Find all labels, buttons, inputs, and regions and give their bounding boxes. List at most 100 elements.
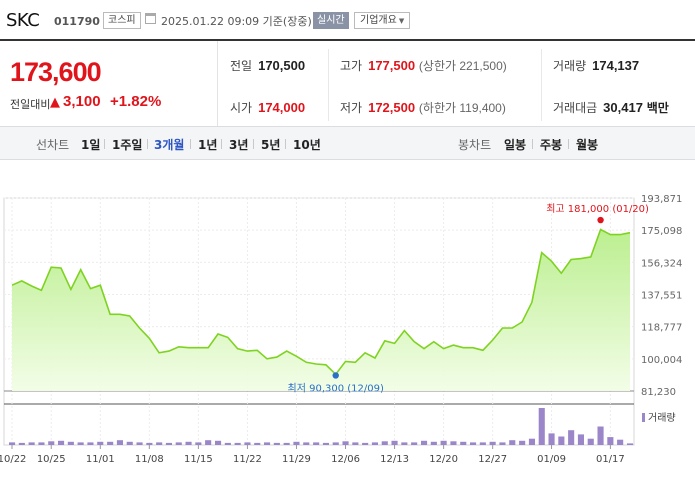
volume-bar: [67, 441, 74, 445]
volume-bar: [185, 441, 192, 445]
price-chart[interactable]: 193,871 175,098 156,324 137,551 118,777 100,0…: [0, 160, 695, 481]
volume-bar: [548, 433, 555, 445]
volume-bar: [283, 442, 290, 445]
lower-limit: (하한가 119,400): [418, 101, 506, 115]
tab-1-week[interactable]: 1주일: [112, 138, 143, 152]
trade-value-label: 거래대금: [553, 101, 598, 115]
volume-bar: [254, 442, 261, 445]
volume-bar: [470, 442, 477, 445]
volume-bar: [126, 441, 133, 445]
volume-bar: [322, 442, 329, 445]
tab-3-years[interactable]: 3년: [229, 138, 249, 152]
prev-close-stat: 전일 170,500: [230, 57, 305, 74]
x-tick-label: 11/08: [135, 454, 164, 465]
change-amount: 3,100: [63, 93, 101, 110]
price-summary: 173,600 전일대비 ▲ 3,100 +1.82% 전일 170,500 시가…: [0, 39, 695, 128]
x-tick-label: 01/17: [596, 454, 625, 465]
volume-bar: [146, 442, 153, 445]
x-tick-label: 10/25: [37, 454, 66, 465]
x-tick-label: 11/15: [184, 454, 213, 465]
volume-bar: [77, 442, 84, 445]
tab-separator: [285, 139, 286, 149]
price-line: [11, 228, 631, 376]
high-value: 177,500: [368, 58, 416, 73]
change-rate: +1.82%: [110, 93, 162, 110]
volume-bar: [430, 441, 437, 445]
company-overview-button[interactable]: 기업개요 ▼: [354, 12, 411, 29]
volume-bar: [116, 440, 123, 445]
volume-value: 174,137: [592, 58, 640, 73]
volume-bar: [175, 442, 182, 445]
volume-stat: 거래량 174,137: [553, 57, 639, 74]
company-overview-label: 기업개요: [360, 15, 397, 26]
volume-bar: [421, 440, 428, 445]
low-label: 저가: [340, 101, 363, 115]
x-tick-label: 12/27: [478, 454, 507, 465]
tab-daily-candle[interactable]: 일봉: [504, 138, 527, 152]
price-area: [12, 229, 630, 391]
calendar-icon: [145, 13, 156, 24]
tab-10-years[interactable]: 10년: [293, 138, 321, 152]
volume-bar: [391, 440, 398, 445]
volume-bar: [234, 442, 241, 445]
volume-bar: [587, 438, 594, 445]
candle-chart-title: 봉차트: [458, 138, 492, 152]
column-divider: [328, 49, 329, 121]
as-of-timestamp: 2025.01.22 09:09 기준(장중): [161, 15, 312, 28]
volume-bar: [617, 439, 624, 445]
chevron-down-icon: ▼: [398, 17, 405, 25]
change-label: 전일대비: [10, 98, 51, 111]
y-tick-label: 175,098: [641, 226, 682, 237]
tab-separator: [532, 139, 533, 149]
x-tick-label: 10/22: [0, 454, 26, 465]
open-stat: 시가 174,000: [230, 99, 305, 116]
volume-bar: [97, 441, 104, 445]
up-arrow-icon: ▲: [50, 95, 60, 110]
column-divider: [541, 49, 542, 121]
volume-bar: [293, 441, 300, 445]
volume-bar: [303, 442, 310, 445]
volume-bar: [607, 437, 614, 445]
volume-bar: [205, 440, 212, 445]
tab-separator: [221, 139, 222, 149]
volume-bar: [479, 442, 486, 445]
x-tick-label: 12/06: [331, 454, 360, 465]
tab-3-months[interactable]: 3개월: [154, 138, 185, 152]
volume-bar: [411, 442, 418, 445]
volume-bar: [58, 440, 65, 445]
volume-bar: [107, 441, 114, 445]
volume-bar: [597, 426, 604, 445]
open-label: 시가: [230, 101, 253, 115]
high-stat: 고가 177,500 (상한가 221,500): [340, 57, 507, 74]
tab-1-day[interactable]: 1일: [81, 138, 101, 152]
x-tick-label: 11/22: [233, 454, 262, 465]
volume-bar: [273, 442, 280, 445]
tab-5-years[interactable]: 5년: [261, 138, 281, 152]
market-badge: 코스피: [103, 12, 141, 29]
tab-1-year[interactable]: 1년: [198, 138, 218, 152]
volume-bar: [165, 442, 172, 445]
tab-monthly-candle[interactable]: 월봉: [576, 138, 599, 152]
volume-bar: [460, 441, 467, 445]
volume-bar: [264, 442, 271, 445]
volume-legend-swatch: [642, 413, 645, 422]
volume-bar: [381, 441, 388, 445]
volume-bar: [499, 442, 506, 445]
volume-bar: [244, 442, 251, 445]
open-value: 174,000: [258, 100, 306, 115]
volume-bar: [489, 441, 496, 445]
low-stat: 저가 172,500 (하한가 119,400): [340, 99, 506, 116]
volume-bar: [313, 442, 320, 445]
high-label: 고가: [340, 59, 363, 73]
volume-bar: [538, 408, 545, 445]
volume-bar: [352, 442, 359, 445]
high-label: 최고 181,000 (01/20): [546, 203, 649, 215]
trade-value: 30,417: [603, 100, 643, 115]
tab-weekly-candle[interactable]: 주봉: [540, 138, 563, 152]
y-tick-label: 156,324: [641, 258, 682, 269]
volume-label: 거래량: [553, 59, 587, 73]
tab-separator: [104, 139, 105, 149]
realtime-badge[interactable]: 실시간: [313, 12, 349, 29]
volume-bar: [577, 434, 584, 445]
x-tick-label: 01/09: [537, 454, 566, 465]
